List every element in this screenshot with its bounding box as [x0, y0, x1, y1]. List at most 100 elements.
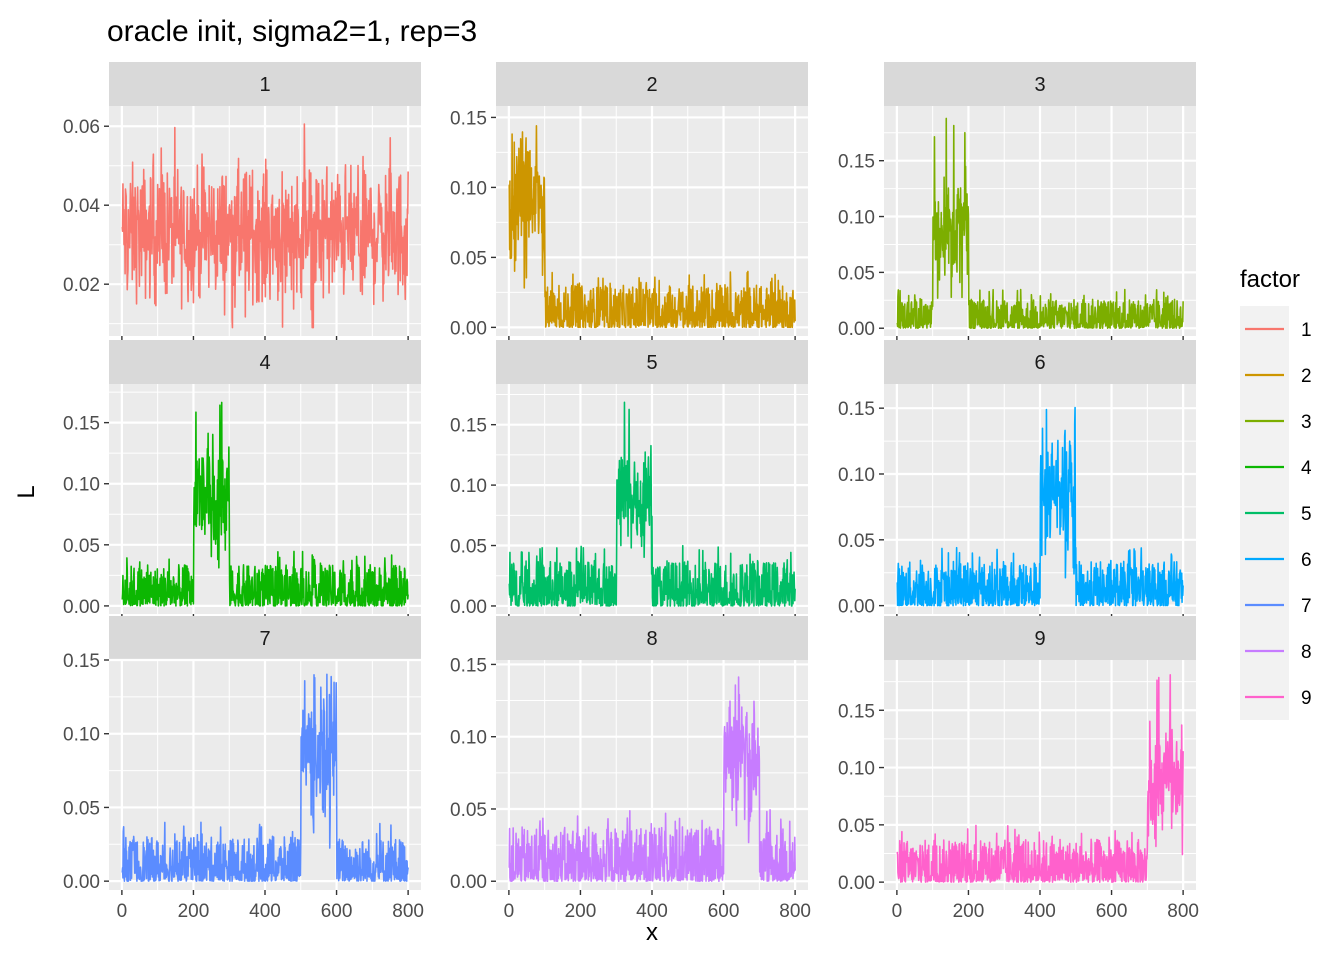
y-tick-label: 0.00	[450, 318, 487, 339]
panel-strip	[496, 62, 808, 106]
y-tick-label: 0.05	[838, 816, 875, 837]
legend-entry: 2	[1245, 366, 1312, 387]
legend-entry: 6	[1245, 550, 1312, 571]
y-tick-label: 0.05	[450, 537, 487, 558]
series-line-2	[508, 125, 796, 329]
y-tick-label: 0.10	[450, 728, 487, 749]
legend-entries: 1 2 3 4 5 6 7 8 9	[1245, 320, 1312, 709]
y-tick-label: 0.05	[63, 536, 100, 557]
legend-label: 1	[1301, 320, 1312, 341]
y-axis-title: L	[13, 485, 40, 498]
legend-entry: 8	[1245, 642, 1312, 663]
x-tick-label: 400	[1024, 901, 1056, 922]
legend-label: 3	[1301, 412, 1312, 433]
x-axis-title: x	[646, 919, 658, 946]
y-tick-label: 0.15	[63, 651, 100, 672]
legend: factor 1 2 3 4 5 6 7 8 9	[1240, 266, 1312, 720]
panel-strip	[496, 340, 808, 384]
y-tick-label: 0.00	[838, 873, 875, 894]
y-tick-label: 0.00	[63, 872, 100, 893]
y-tick-label: 0.06	[63, 117, 100, 138]
y-tick-label: 0.00	[63, 597, 100, 618]
panel-strip-label: 6	[1034, 352, 1045, 374]
series-line-5	[508, 401, 796, 607]
y-tick-label: 0.10	[63, 475, 100, 496]
panel-strip-label: 3	[1034, 74, 1045, 96]
x-tick-label: 200	[178, 901, 210, 922]
panel-strip-label: 5	[646, 352, 657, 374]
panel-strip-label: 8	[646, 628, 657, 650]
legend-title: factor	[1240, 266, 1300, 293]
y-tick-label: 0.00	[450, 872, 487, 893]
y-tick-label: 0.05	[450, 248, 487, 269]
y-tick-label: 0.05	[63, 798, 100, 819]
series-line-7	[121, 673, 409, 882]
x-tick-label: 200	[953, 901, 985, 922]
legend-label: 7	[1301, 596, 1312, 617]
x-tick-label: 800	[1167, 901, 1199, 922]
x-tick-label: 800	[779, 901, 811, 922]
series-line-1	[121, 123, 409, 329]
x-tick-label: 0	[892, 901, 903, 922]
y-tick-label: 0.15	[450, 416, 487, 437]
y-tick-label: 0.10	[838, 465, 875, 486]
panel-strip	[884, 340, 1196, 384]
panel-1: 1 0.02 0.04 0.06	[63, 62, 421, 341]
x-tick-label: 0	[117, 901, 128, 922]
panel-8: 8 0.00 0.05 0.10 0.15 0 200 400 600 800	[450, 616, 811, 922]
panel-strip	[109, 616, 421, 660]
panel-strip-label: 4	[259, 352, 270, 374]
y-tick-label: 0.15	[838, 152, 875, 173]
y-tick-label: 0.10	[838, 208, 875, 229]
facet-panels: 1 0.02 0.04 0.06 2 0.00 0.05 0.10 0.15 3 0.00 0.05 0…	[63, 62, 1199, 922]
y-tick-label: 0.15	[450, 108, 487, 129]
series-line-4	[121, 401, 409, 607]
panel-strip	[884, 616, 1196, 660]
legend-entry: 9	[1245, 688, 1312, 709]
series-line-3	[896, 117, 1184, 330]
legend-label: 2	[1301, 366, 1312, 387]
y-tick-label: 0.15	[838, 399, 875, 420]
y-tick-label: 0.05	[838, 531, 875, 552]
x-tick-label: 0	[504, 901, 515, 922]
x-tick-label: 400	[636, 901, 668, 922]
legend-label: 4	[1301, 458, 1312, 479]
panel-strip-label: 1	[259, 74, 270, 96]
x-tick-label: 200	[565, 901, 597, 922]
x-tick-label: 600	[1096, 901, 1128, 922]
chart-title: oracle init, sigma2=1, rep=3	[107, 15, 477, 48]
y-tick-label: 0.15	[63, 414, 100, 435]
y-tick-label: 0.15	[838, 701, 875, 722]
panel-strip	[109, 340, 421, 384]
series-line-6	[896, 406, 1184, 607]
y-tick-label: 0.10	[838, 759, 875, 780]
panel-2: 2 0.00 0.05 0.10 0.15	[450, 62, 808, 341]
panel-strip-label: 2	[646, 74, 657, 96]
legend-entry: 4	[1245, 458, 1312, 479]
legend-label: 8	[1301, 642, 1312, 663]
legend-label: 6	[1301, 550, 1312, 571]
panel-strip-label: 7	[259, 628, 270, 650]
panel-4: 4 0.00 0.05 0.10 0.15	[63, 340, 421, 619]
y-tick-label: 0.00	[838, 597, 875, 618]
panel-5: 5 0.00 0.05 0.10 0.15	[450, 340, 808, 619]
panel-3: 3 0.00 0.05 0.10 0.15	[838, 62, 1196, 341]
y-tick-label: 0.15	[450, 655, 487, 676]
legend-entry: 5	[1245, 504, 1312, 525]
y-tick-label: 0.10	[450, 178, 487, 199]
x-tick-label: 600	[708, 901, 740, 922]
panel-strip	[496, 616, 808, 660]
y-tick-label: 0.10	[450, 476, 487, 497]
x-tick-label: 800	[392, 901, 424, 922]
y-tick-label: 0.04	[63, 196, 100, 217]
legend-entry: 3	[1245, 412, 1312, 433]
panel-6: 6 0.00 0.05 0.10 0.15	[838, 340, 1196, 619]
legend-label: 5	[1301, 504, 1312, 525]
y-tick-label: 0.05	[838, 263, 875, 284]
y-tick-label: 0.00	[838, 319, 875, 340]
series-line-8	[508, 676, 796, 883]
y-tick-label: 0.05	[450, 800, 487, 821]
x-tick-label: 600	[321, 901, 353, 922]
legend-entry: 7	[1245, 596, 1312, 617]
